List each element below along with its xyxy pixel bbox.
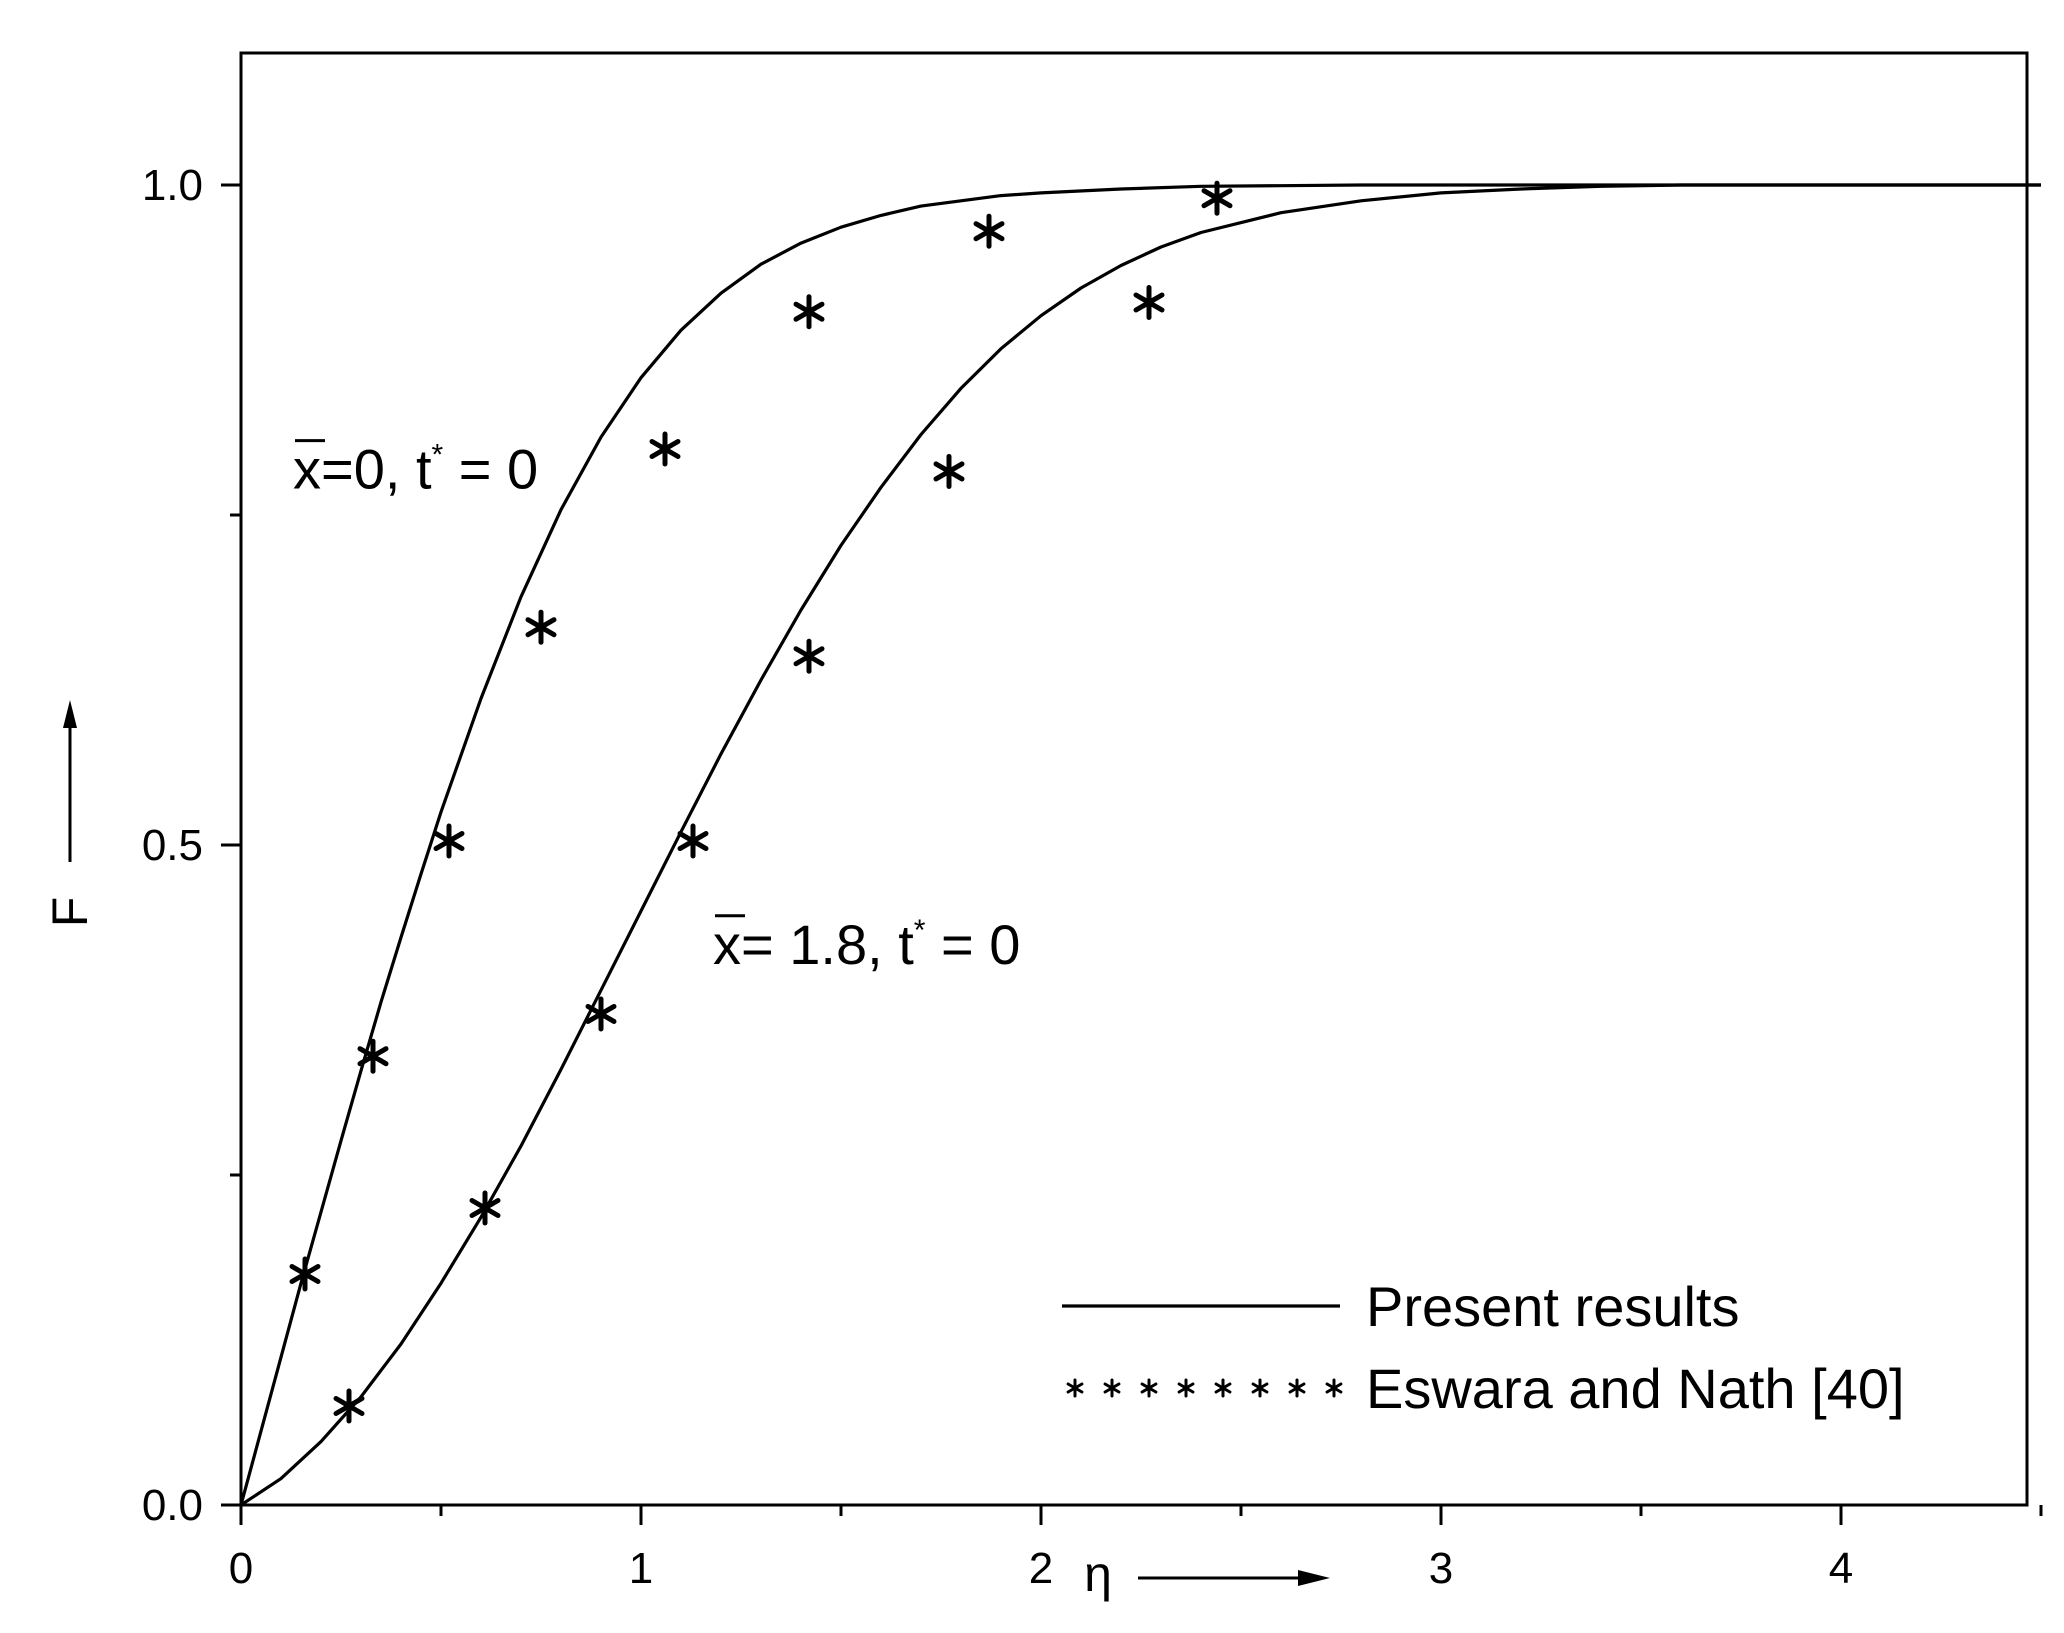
x-tick-label: 3 [1429, 1544, 1453, 1593]
curves-layer [239, 183, 2041, 1507]
y-axis-label: F [42, 897, 98, 928]
legend-star-sample [1177, 1378, 1195, 1398]
annotation-tail: = 0 [443, 438, 538, 501]
series-1-marker [357, 1038, 389, 1074]
legend: Present results Eswara and Nath [40] [1062, 1275, 1905, 1420]
legend-star-sample [1103, 1378, 1121, 1398]
series-2-marker [793, 638, 825, 674]
labels-layer: ηFx=0, t* = 0x= 1.8, t* = 0 [42, 438, 1330, 1602]
series-1-curve [239, 183, 2041, 1506]
legend-label-eswara: Eswara and Nath [40] [1366, 1357, 1905, 1420]
annotation-text: =0, t [321, 438, 432, 501]
legend-star-sample [1066, 1378, 1084, 1398]
markers-layer [289, 180, 1233, 1424]
series-1-marker [433, 823, 465, 859]
legend-star-sample [1251, 1378, 1269, 1398]
series-2-marker [585, 996, 617, 1032]
series-1-marker [525, 609, 557, 645]
series-2-marker [1133, 284, 1165, 320]
legend-star-sample [1214, 1378, 1232, 1398]
series-1-marker [973, 213, 1005, 249]
series-1-marker [793, 294, 825, 330]
y-tick-label: 0.0 [142, 1481, 203, 1530]
x-tick-label: 4 [1829, 1544, 1853, 1593]
series-2-marker [469, 1190, 501, 1226]
y-tick-label: 1.0 [142, 161, 203, 210]
legend-star-sample [1140, 1378, 1158, 1398]
annotation-variable: x [713, 913, 741, 976]
x-tick-label: 0 [229, 1544, 253, 1593]
y-axis-arrowhead [63, 700, 77, 728]
annotation-text: = 1.8, t [741, 913, 914, 976]
x-axis-label: η [1084, 1546, 1112, 1602]
series-1-marker [1201, 180, 1233, 216]
series-1-marker [649, 431, 681, 467]
legend-label-present: Present results [1366, 1275, 1740, 1338]
annotation-tail: = 0 [925, 913, 1020, 976]
x-tick-label: 1 [629, 1544, 653, 1593]
series-2-marker [333, 1388, 365, 1424]
series-2-curve [240, 183, 2041, 1507]
curve-annotation-1: x=0, t* = 0 [293, 438, 538, 501]
plot-frame [239, 51, 2029, 1507]
y-tick-label: 0.5 [142, 821, 203, 870]
annotation-superscript: * [914, 914, 926, 947]
series-1-marker [289, 1256, 321, 1292]
curve-annotation-2: x= 1.8, t* = 0 [713, 913, 1020, 976]
axes-layer: 0 1 2 3 4 0.0 0.5 1.0 [142, 51, 2043, 1593]
series-2-marker [933, 453, 965, 489]
x-axis-arrowhead [1298, 1570, 1330, 1586]
annotation-superscript: * [432, 439, 444, 472]
series-2-marker [677, 823, 709, 859]
annotation-variable: x [293, 438, 321, 501]
legend-star-sample [1325, 1378, 1343, 1398]
x-tick-label: 2 [1029, 1544, 1053, 1593]
legend-star-sample [1288, 1378, 1306, 1398]
